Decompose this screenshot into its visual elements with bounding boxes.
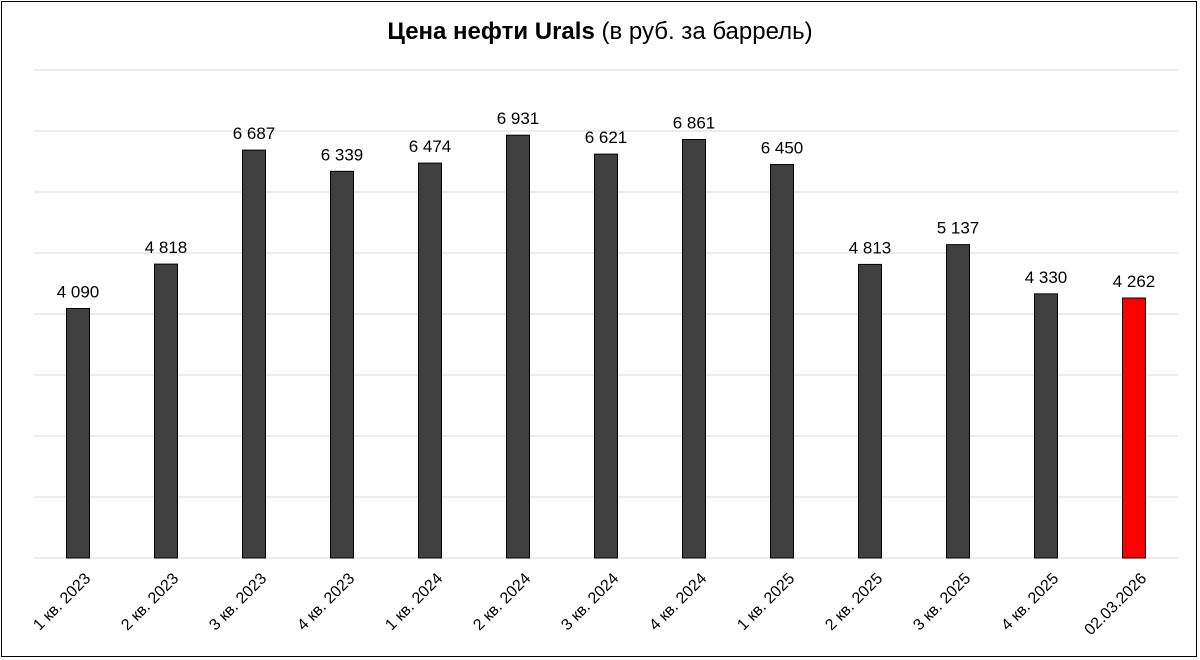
value-labels: 4 090 4 818 6 687 6 339 6 474 6 931 6 621 6 861… <box>57 109 1156 301</box>
category-label-13: 02.03.2026 <box>1082 570 1151 639</box>
bar-9 <box>770 164 794 559</box>
bars <box>66 134 1146 559</box>
category-label-4: 4 кв. 2023 <box>294 570 358 634</box>
value-label-11: 5 137 <box>937 219 980 238</box>
category-label-12: 4 кв. 2025 <box>998 570 1062 634</box>
category-label-6: 2 кв. 2024 <box>470 570 534 634</box>
value-label-9: 6 450 <box>761 139 804 158</box>
value-label-4: 6 339 <box>321 145 364 164</box>
chart-title-main: Цена нефти Urals <box>387 18 595 45</box>
value-label-5: 6 474 <box>409 137 452 156</box>
value-label-10: 4 813 <box>849 238 892 257</box>
bar-3 <box>242 149 266 559</box>
chart-title-units: (в руб. за баррель) <box>601 18 813 45</box>
value-label-6: 6 931 <box>497 109 540 128</box>
bar-2 <box>154 263 178 559</box>
category-labels: 1 кв. 2023 2 кв. 2023 3 кв. 2023 4 кв. 2023… <box>30 570 1150 639</box>
category-label-10: 2 кв. 2025 <box>822 570 886 634</box>
category-label-5: 1 кв. 2024 <box>382 570 446 634</box>
bar-6 <box>506 134 530 559</box>
value-label-2: 4 818 <box>145 238 188 257</box>
category-label-3: 3 кв. 2023 <box>206 570 270 634</box>
chart-title: Цена нефти Urals (в руб. за баррель) <box>2 18 1198 46</box>
value-label-1: 4 090 <box>57 283 100 302</box>
bar-10 <box>858 263 882 559</box>
category-label-11: 3 кв. 2025 <box>910 570 974 634</box>
category-label-9: 1 кв. 2025 <box>734 570 798 634</box>
bar-1 <box>66 308 90 559</box>
bar-4 <box>330 170 354 559</box>
category-label-7: 3 кв. 2024 <box>558 570 622 634</box>
bar-11 <box>946 244 970 559</box>
value-label-8: 6 861 <box>673 113 716 132</box>
value-label-3: 6 687 <box>233 124 276 143</box>
bar-12 <box>1034 293 1058 559</box>
category-label-8: 4 кв. 2024 <box>646 570 710 634</box>
value-label-13: 4 262 <box>1113 272 1156 291</box>
bar-13 <box>1122 297 1146 559</box>
value-label-7: 6 621 <box>585 128 628 147</box>
value-label-12: 4 330 <box>1025 268 1068 287</box>
category-label-2: 2 кв. 2023 <box>118 570 182 634</box>
category-label-1: 1 кв. 2023 <box>30 570 94 634</box>
bar-8 <box>682 138 706 559</box>
bar-5 <box>418 162 442 559</box>
bar-7 <box>594 153 618 559</box>
